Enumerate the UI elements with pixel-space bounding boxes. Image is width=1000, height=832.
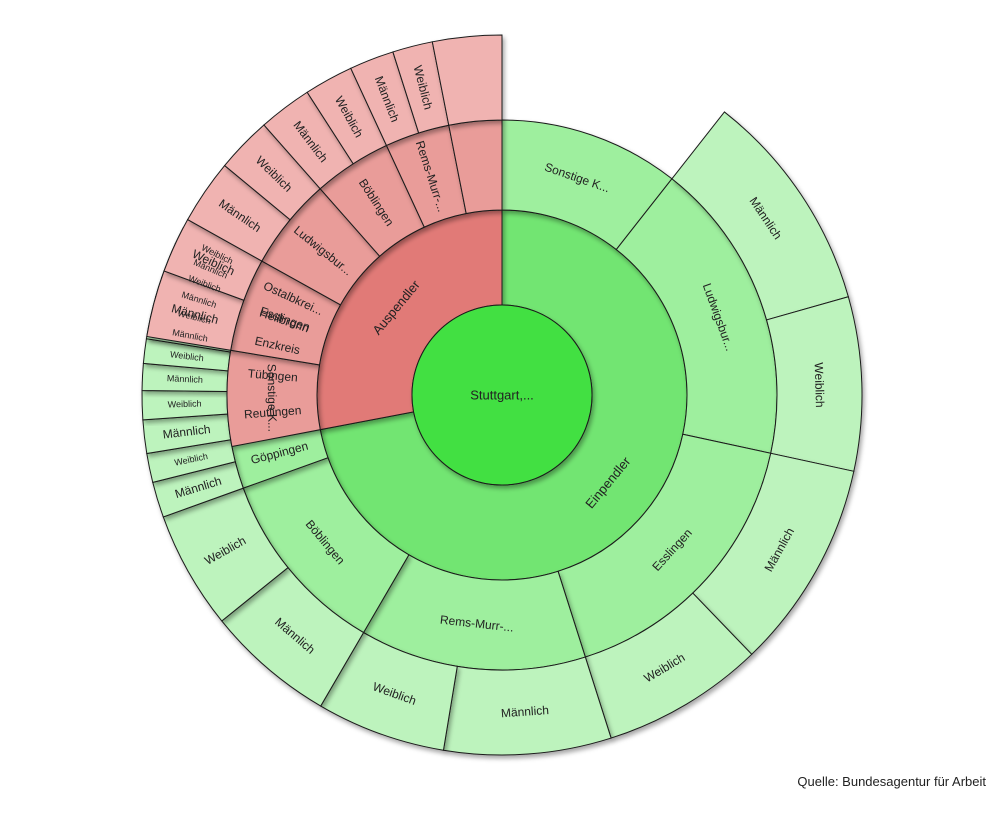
- source-note: Quelle: Bundesagentur für Arbeit: [797, 774, 986, 789]
- ring2-label-1-0: Sonstige K...: [265, 364, 280, 432]
- ring3-label-0-7-1: Weiblich: [169, 349, 204, 363]
- center-disc[interactable]: [411, 304, 593, 486]
- center-label: Stuttgart,...: [470, 388, 534, 403]
- ring3-label-0-6-0: Männlich: [162, 422, 211, 442]
- ring3-label-0-6-1: Weiblich: [168, 399, 202, 410]
- ring2-label-0-6: Reutlingen: [244, 403, 302, 421]
- segment-layer: [141, 34, 863, 756]
- ring3-segment[interactable]: [431, 34, 503, 126]
- ring3-label-0-7-0: Männlich: [167, 373, 203, 385]
- ring2-label-0-7: Tübingen: [247, 366, 298, 384]
- ring3-label-0-1-1: Weiblich: [812, 362, 827, 408]
- ring3-label-0-3-0: Männlich: [500, 703, 549, 720]
